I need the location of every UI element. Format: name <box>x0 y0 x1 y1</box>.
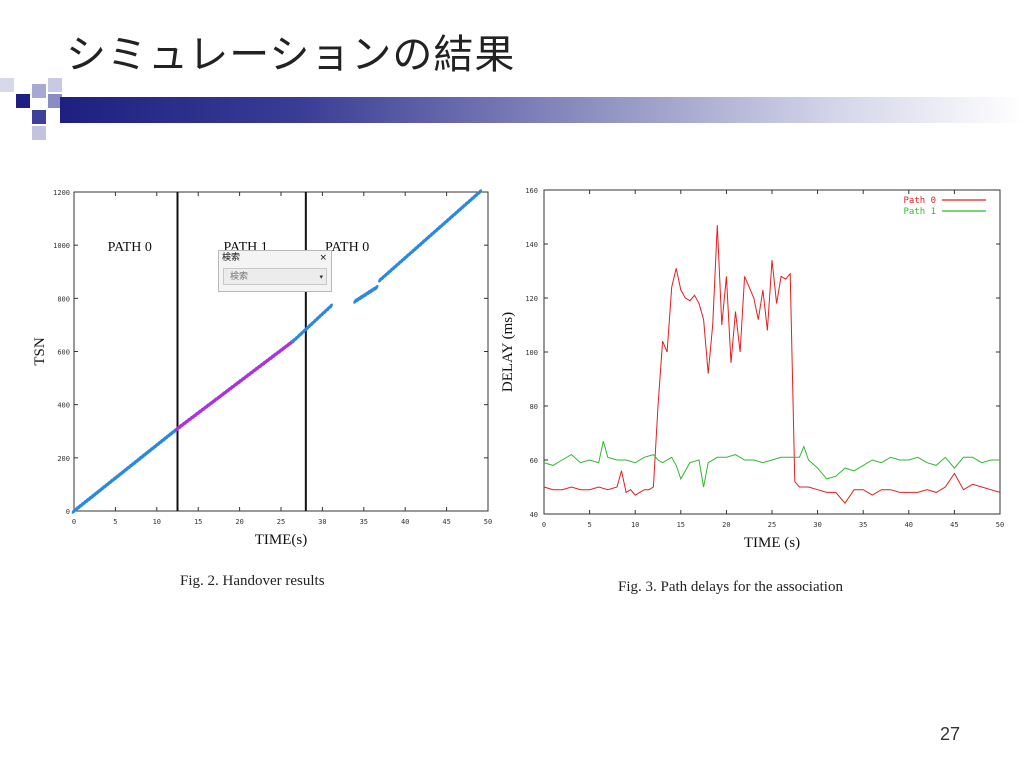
series-line-path-0 <box>543 225 1001 505</box>
x-tick-label: 50 <box>484 518 492 526</box>
x-tick-label: 35 <box>859 521 867 529</box>
chevron-down-icon[interactable]: ▾ <box>319 273 323 281</box>
slide-title: シミュレーションの結果 <box>66 32 516 78</box>
x-tick-label: 15 <box>194 518 202 526</box>
x-tick-label: 10 <box>153 518 161 526</box>
y-tick-label: 60 <box>530 457 538 465</box>
y-tick-label: 1200 <box>53 189 70 197</box>
x-tick-label: 5 <box>587 521 591 529</box>
fig3-caption: Fig. 3. Path delays for the association <box>618 579 843 595</box>
search-popup-title: 検索 <box>222 253 241 263</box>
x-tick-label: 25 <box>768 521 776 529</box>
series-line-path-1 <box>543 440 1000 488</box>
title-underline-band <box>60 97 1024 123</box>
x-tick-label: 45 <box>442 518 450 526</box>
region-label: PATH 0 <box>108 240 152 255</box>
x-tick-label: 15 <box>677 521 685 529</box>
tsn-point <box>477 189 482 195</box>
y-tick-label: 120 <box>525 295 538 303</box>
page-number: 27 <box>940 724 961 744</box>
y-tick-label: 200 <box>57 455 70 463</box>
x-tick-label: 20 <box>235 518 243 526</box>
legend-label: Path 0 <box>903 196 936 206</box>
decor-square-6 <box>32 110 46 124</box>
y-tick-label: 0 <box>66 508 70 516</box>
path-delay-figure: 0 5 10 15 20 25 30 35 40 45 50 40 60 80 100 120 140 160 Pa… <box>500 180 1006 558</box>
x-tick-label: 50 <box>996 521 1004 529</box>
search-select[interactable]: 検索 ▾ <box>223 268 327 285</box>
y-tick-label: 100 <box>525 349 538 357</box>
tsn-chart: 0 5 10 15 20 25 30 35 40 45 50 0 200 400 600 800 1000 120… <box>32 189 492 548</box>
plot-frame <box>543 189 1001 515</box>
y-tick-label: 40 <box>530 511 538 519</box>
y-tick-label: 140 <box>525 241 538 249</box>
x-tick-label: 5 <box>113 518 117 526</box>
handover-results-figure: 0 5 10 15 20 25 30 35 40 45 50 0 200 400 600 800 1000 120… <box>24 178 494 550</box>
x-tick-label: 30 <box>813 521 821 529</box>
y-tick-label: 1000 <box>53 242 70 250</box>
x-tick-label: 0 <box>542 521 546 529</box>
tsn-point <box>328 303 333 310</box>
x-tick-label: 20 <box>722 521 730 529</box>
x-axis-label: TIME(s) <box>255 532 308 548</box>
legend-label: Path 1 <box>903 207 936 217</box>
x-tick-label: 40 <box>401 518 409 526</box>
y-tick-label: 80 <box>530 403 538 411</box>
region-label: PATH 0 <box>325 240 369 255</box>
search-select-value: 検索 <box>230 272 249 282</box>
x-tick-label: 10 <box>631 521 639 529</box>
x-tick-label: 25 <box>277 518 285 526</box>
y-axis-label: DELAY (ms) <box>500 312 516 392</box>
y-tick-label: 600 <box>57 349 70 357</box>
tsn-point <box>373 284 379 291</box>
x-tick-label: 40 <box>905 521 913 529</box>
x-tick-label: 45 <box>950 521 958 529</box>
close-icon[interactable]: × <box>319 253 327 263</box>
y-tick-label: 160 <box>525 187 538 195</box>
y-axis-label: TSN <box>32 337 48 366</box>
decor-square-3 <box>32 84 46 98</box>
decor-square-5 <box>48 94 62 108</box>
decor-square-4 <box>48 78 62 92</box>
delay-chart: 0 5 10 15 20 25 30 35 40 45 50 40 60 80 100 120 140 160 Pa… <box>500 187 1004 551</box>
x-tick-label: 35 <box>360 518 368 526</box>
decor-square-1 <box>0 78 14 92</box>
x-tick-label: 30 <box>318 518 326 526</box>
y-tick-label: 400 <box>57 402 70 410</box>
y-tick-label: 800 <box>57 295 70 303</box>
x-tick-label: 0 <box>72 518 76 526</box>
search-popup[interactable]: 検索 × 検索 ▾ <box>218 250 332 292</box>
x-axis-label: TIME (s) <box>744 535 800 551</box>
decor-square-7 <box>32 126 46 140</box>
decor-square-2 <box>16 94 30 108</box>
fig2-caption: Fig. 2. Handover results <box>180 573 325 589</box>
